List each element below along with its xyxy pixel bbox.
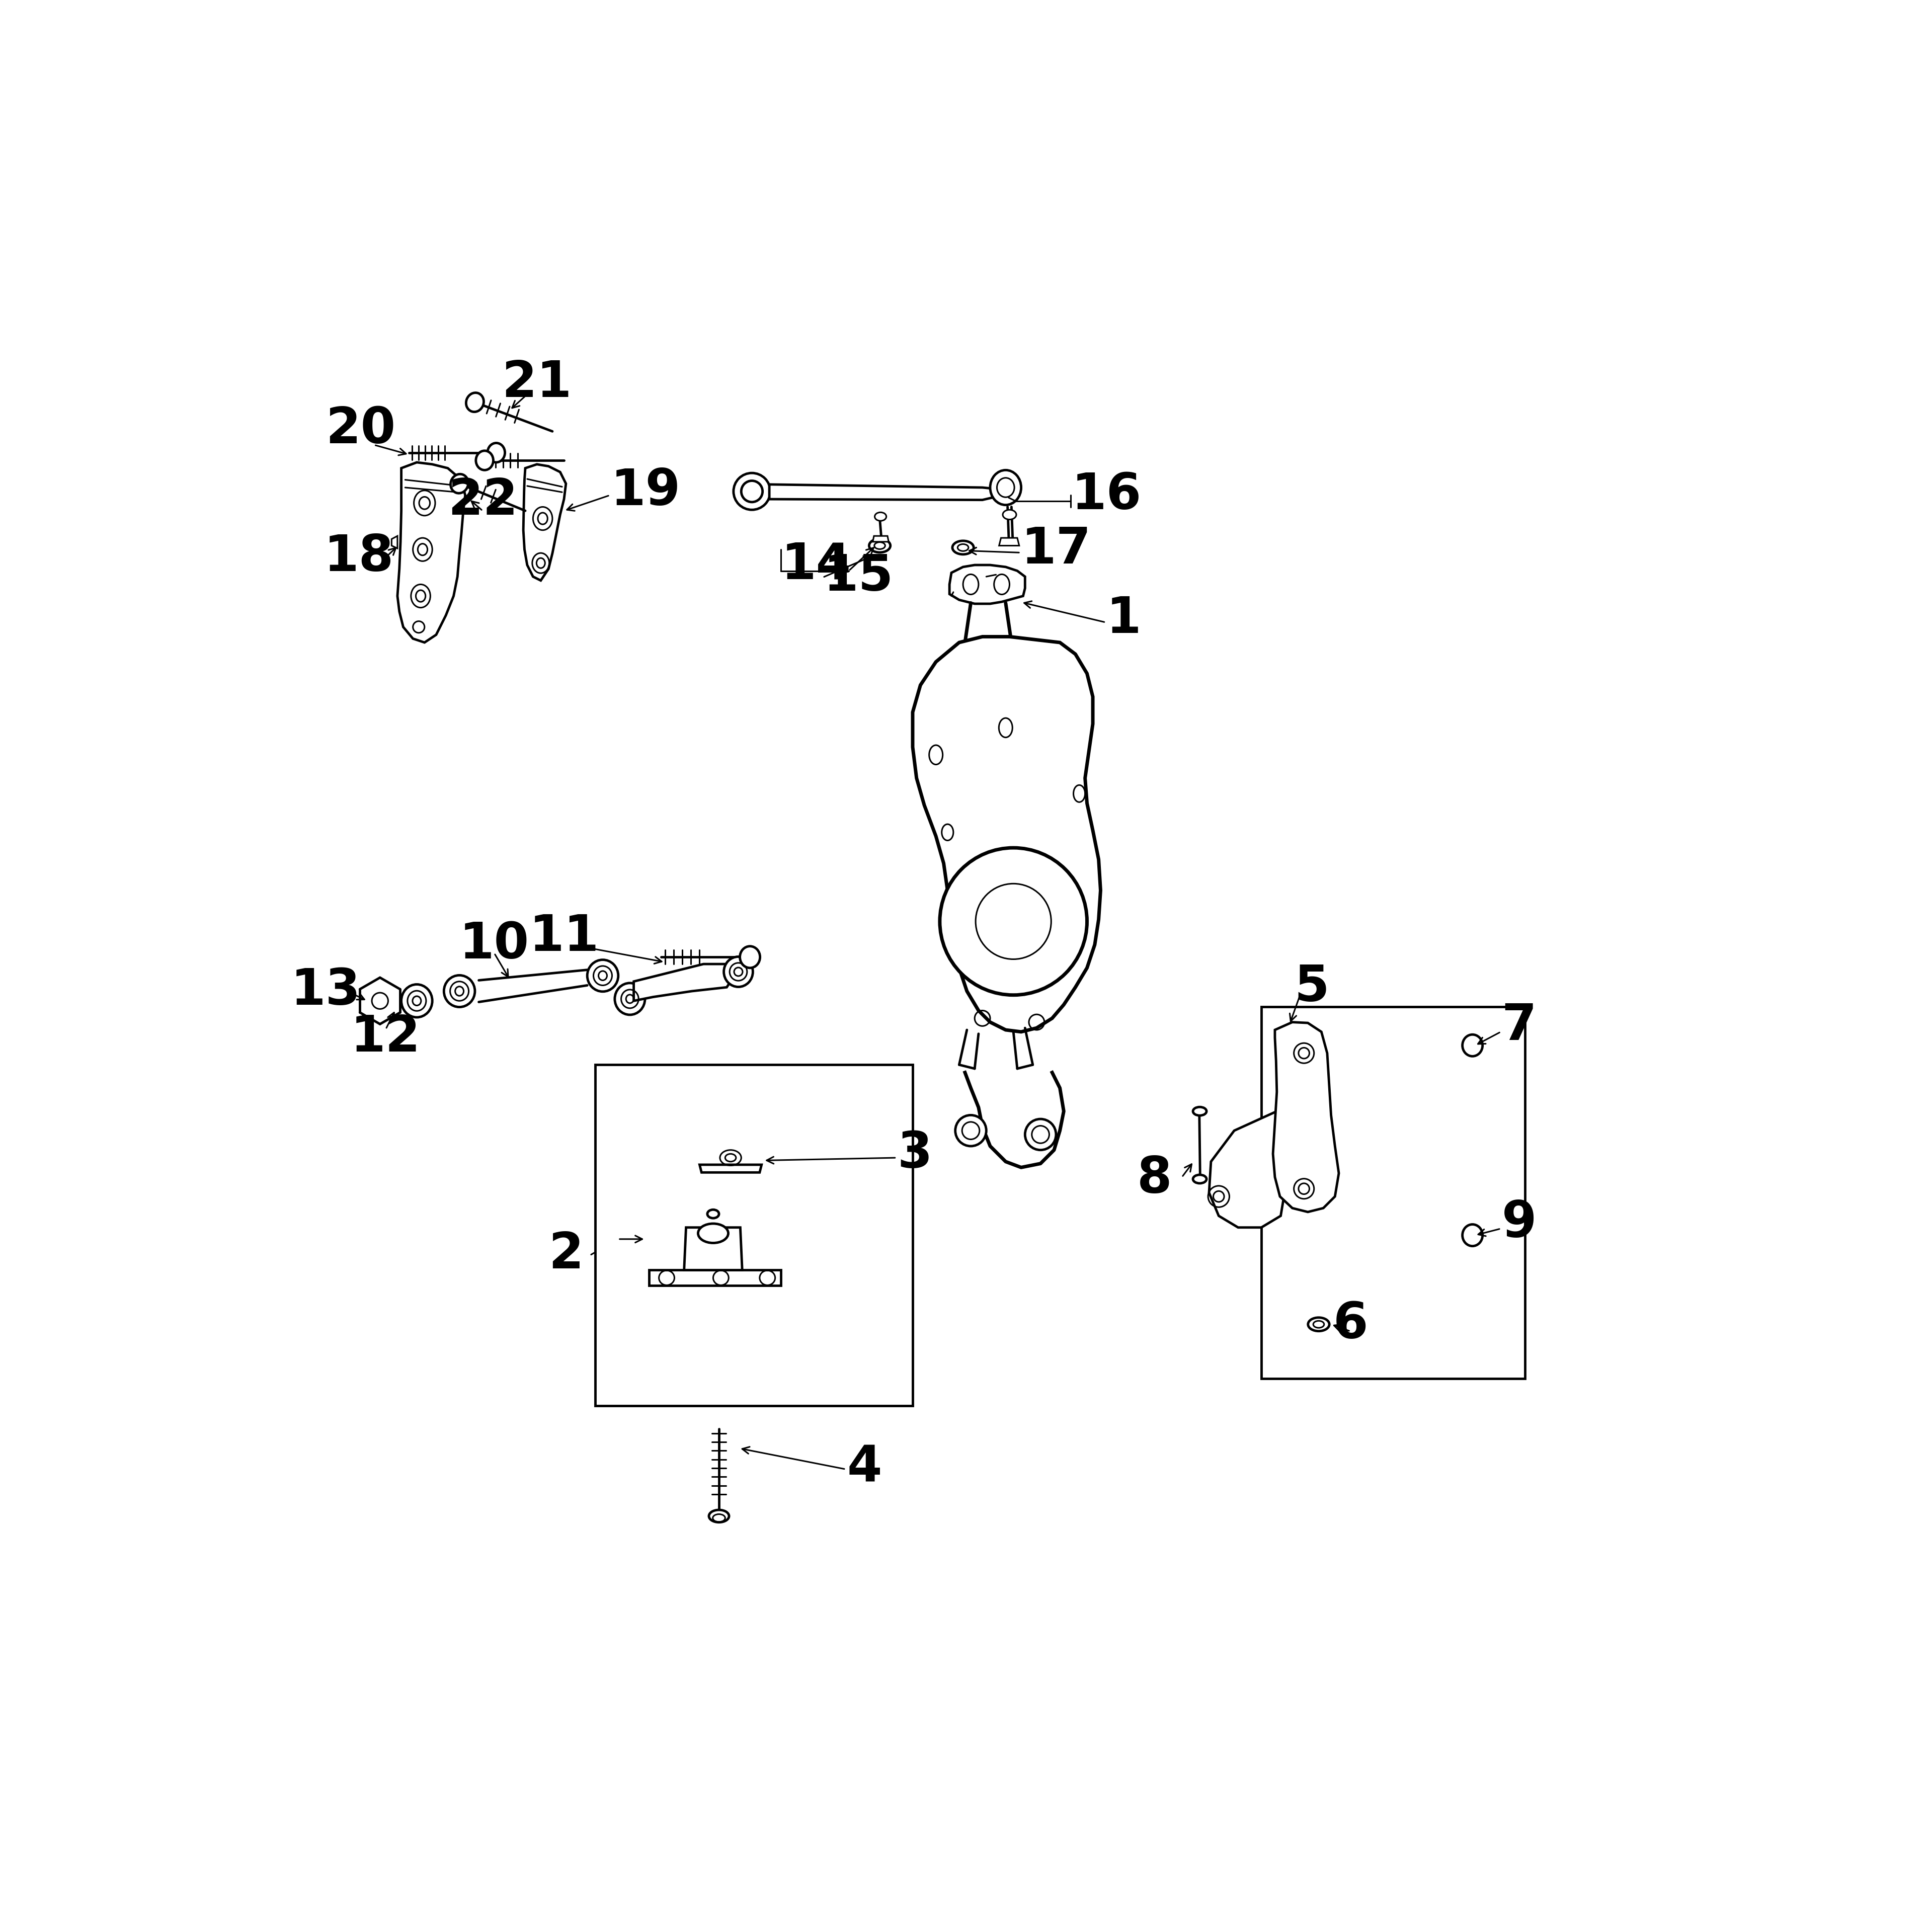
Ellipse shape — [1192, 1175, 1206, 1182]
Polygon shape — [769, 485, 1007, 500]
Bar — [595, 1065, 912, 1406]
Polygon shape — [1209, 1111, 1293, 1227]
Ellipse shape — [1463, 1225, 1482, 1246]
Ellipse shape — [939, 848, 1088, 995]
Polygon shape — [398, 462, 466, 643]
Text: 19: 19 — [611, 468, 680, 516]
Ellipse shape — [587, 960, 618, 991]
Ellipse shape — [444, 976, 475, 1007]
Text: 17: 17 — [1022, 526, 1092, 574]
Ellipse shape — [1003, 510, 1016, 520]
Text: 13: 13 — [290, 966, 361, 1016]
Ellipse shape — [1192, 1107, 1206, 1115]
Text: 1: 1 — [1107, 595, 1142, 643]
Ellipse shape — [989, 469, 1022, 504]
Text: 3: 3 — [896, 1130, 933, 1179]
Polygon shape — [699, 1165, 761, 1173]
Text: 5: 5 — [1294, 962, 1329, 1012]
Ellipse shape — [487, 442, 504, 462]
Polygon shape — [949, 564, 1026, 603]
Ellipse shape — [475, 450, 493, 469]
Text: 14: 14 — [781, 541, 850, 589]
Text: 21: 21 — [502, 359, 572, 408]
Polygon shape — [524, 464, 566, 580]
Polygon shape — [684, 1227, 742, 1269]
Ellipse shape — [450, 473, 468, 493]
Ellipse shape — [697, 1223, 728, 1242]
Text: 2: 2 — [549, 1231, 583, 1279]
Ellipse shape — [709, 1511, 728, 1522]
Text: 20: 20 — [327, 406, 396, 454]
Ellipse shape — [952, 541, 974, 554]
Text: 6: 6 — [1333, 1300, 1368, 1349]
Ellipse shape — [707, 1209, 719, 1219]
Ellipse shape — [734, 473, 771, 510]
Ellipse shape — [1463, 1034, 1482, 1057]
Text: 8: 8 — [1138, 1155, 1173, 1204]
Text: 4: 4 — [846, 1443, 881, 1492]
Polygon shape — [999, 537, 1020, 545]
Text: 7: 7 — [1501, 1001, 1536, 1051]
Ellipse shape — [1308, 1318, 1329, 1331]
Text: 18: 18 — [325, 533, 394, 582]
Bar — [1262, 1007, 1524, 1379]
Ellipse shape — [466, 392, 483, 412]
Ellipse shape — [402, 985, 433, 1018]
Ellipse shape — [869, 539, 891, 553]
Ellipse shape — [875, 512, 887, 522]
Text: 11: 11 — [529, 912, 599, 962]
Ellipse shape — [725, 956, 753, 987]
Polygon shape — [634, 964, 734, 1001]
Polygon shape — [649, 1269, 781, 1285]
Text: 22: 22 — [448, 477, 518, 526]
Text: 15: 15 — [823, 553, 895, 601]
Ellipse shape — [1026, 1119, 1057, 1150]
Ellipse shape — [954, 1115, 985, 1146]
Polygon shape — [912, 638, 1101, 1032]
Text: 12: 12 — [352, 1012, 421, 1063]
Text: 16: 16 — [1072, 471, 1142, 520]
Ellipse shape — [740, 947, 759, 968]
Text: 9: 9 — [1501, 1200, 1536, 1248]
Ellipse shape — [614, 983, 645, 1014]
Polygon shape — [392, 535, 398, 549]
Text: 10: 10 — [460, 920, 529, 970]
Polygon shape — [873, 535, 889, 541]
Polygon shape — [1273, 1022, 1339, 1211]
